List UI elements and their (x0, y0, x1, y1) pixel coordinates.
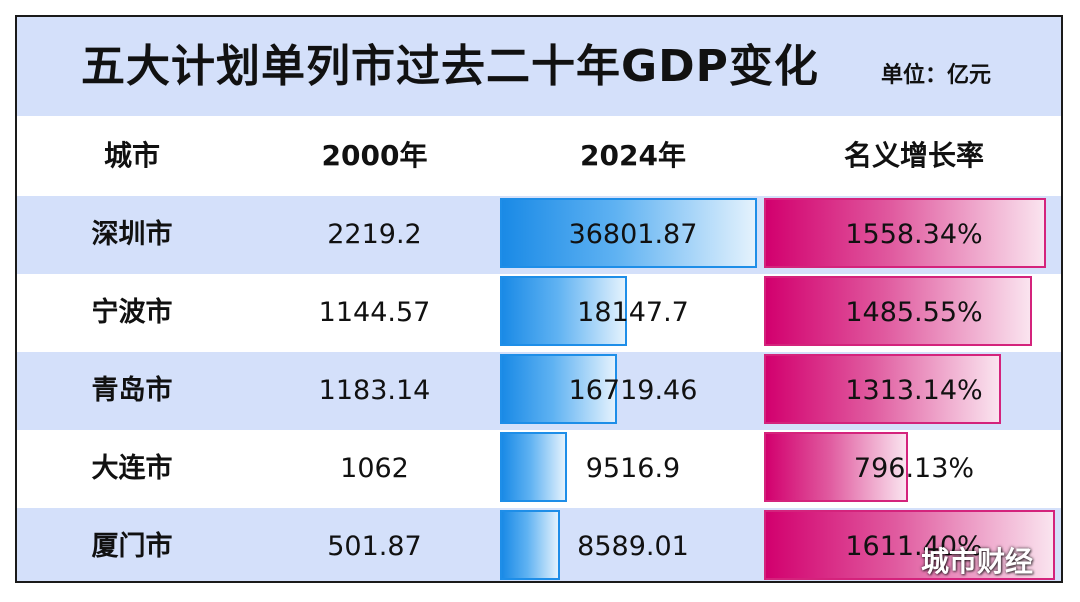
watermark: 城市财经 (921, 545, 1034, 578)
growth-rate-cell: 1558.34% (845, 219, 983, 250)
growth-rate-cell: 1313.14% (845, 375, 983, 406)
growth-rate-cell: 1485.55% (845, 297, 983, 328)
gdp-2024-cell: 16719.46 (568, 375, 698, 406)
city-cell: 厦门市 (91, 531, 173, 562)
gdp-2024-bar (500, 354, 617, 424)
table-row: 厦门市 501.87 8589.01 1611.40% (17, 508, 1061, 581)
growth-rate-bar (764, 198, 1046, 268)
title-band: 五大计划单列市过去二十年GDP变化 单位：亿元 (17, 17, 1061, 116)
city-cell: 深圳市 (91, 219, 173, 250)
table-row: 深圳市 2219.2 36801.87 1558.34% (17, 196, 1061, 274)
table-frame: 五大计划单列市过去二十年GDP变化 单位：亿元 城市 2000年 2024年 名… (15, 15, 1063, 583)
gdp-2000-cell: 2219.2 (327, 219, 422, 250)
header-2024: 2024年 (580, 139, 686, 172)
gdp-2024-cell: 8589.01 (577, 531, 689, 562)
growth-rate-bar (764, 276, 1033, 346)
city-cell: 宁波市 (91, 297, 173, 328)
table-row: 大连市 1062 9516.9 796.13% (17, 430, 1061, 508)
city-cell: 青岛市 (91, 375, 173, 406)
table-row: 青岛市 1183.14 16719.46 1313.14% (17, 352, 1061, 430)
gdp-2024-bar (500, 276, 627, 346)
gdp-2000-cell: 1183.14 (318, 375, 431, 406)
city-cell: 大连市 (91, 453, 173, 484)
gdp-2024-bar (500, 432, 567, 502)
gdp-2024-cell: 36801.87 (568, 219, 698, 250)
growth-rate-cell: 1611.40% (845, 531, 983, 562)
gdp-2000-cell: 501.87 (327, 531, 422, 562)
unit-label: 单位：亿元 (881, 63, 992, 88)
header-growth-rate: 名义增长率 (843, 139, 984, 172)
gdp-2000-cell: 1062 (340, 453, 409, 484)
gdp-2000-cell: 1144.57 (318, 297, 431, 328)
header-city: 城市 (103, 139, 160, 172)
table-header-row: 城市 2000年 2024年 名义增长率 (17, 116, 1061, 196)
gdp-2024-bar (500, 198, 758, 268)
growth-rate-bar (764, 354, 1002, 424)
growth-rate-bar (764, 432, 908, 502)
table-row: 宁波市 1144.57 18147.7 1485.55% (17, 274, 1061, 352)
gdp-2024-cell: 9516.9 (585, 453, 681, 484)
gdp-2024-bar (500, 510, 561, 580)
chart-title: 五大计划单列市过去二十年GDP变化 (81, 41, 819, 92)
header-2000: 2000年 (321, 139, 428, 172)
gdp-2024-cell: 18147.7 (577, 297, 689, 328)
growth-rate-cell: 796.13% (853, 453, 975, 484)
growth-rate-bar (764, 510, 1056, 580)
